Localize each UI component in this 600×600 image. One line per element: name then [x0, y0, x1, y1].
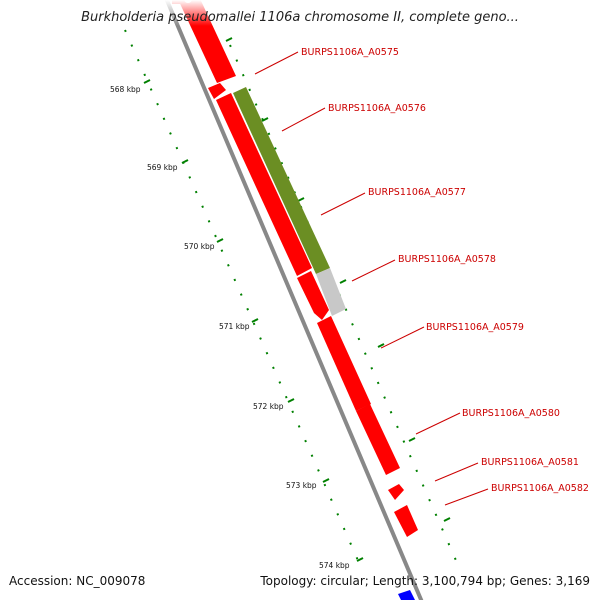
- highlighted-gene-feature: [233, 87, 330, 274]
- scale-label: 574 kbp: [319, 561, 350, 570]
- scale-label: 569 kbp: [147, 163, 178, 172]
- gene-feature: [394, 505, 418, 537]
- gene-label[interactable]: BURPS1106A_A0575: [301, 47, 399, 58]
- gray-feature: [316, 268, 346, 316]
- accession-label: Accession: NC_009078: [9, 574, 146, 588]
- sequence-summary: Topology: circular; Length: 3,100,794 bp…: [260, 574, 590, 588]
- top-fade: [0, 0, 600, 26]
- gene-label[interactable]: BURPS1106A_A0576: [328, 103, 426, 114]
- inner-scale-dots: [124, 29, 361, 566]
- gene-feature: [216, 93, 312, 276]
- scale-labels: 568 kbp 569 kbp 570 kbp 571 kbp 572 kbp …: [110, 85, 350, 570]
- scale-label: 571 kbp: [219, 322, 250, 331]
- gene-leaders: [254, 51, 489, 506]
- gene-label[interactable]: BURPS1106A_A0582: [491, 483, 589, 494]
- gene-label[interactable]: BURPS1106A_A0577: [368, 187, 466, 198]
- gene-label[interactable]: BURPS1106A_A0580: [462, 408, 560, 419]
- gene-label[interactable]: BURPS1106A_A0578: [398, 254, 496, 265]
- outer-major-ticks: [225, 37, 451, 522]
- chromosome-backbone: [164, 0, 424, 600]
- blue-feature: [398, 590, 415, 600]
- gene-feature: [317, 316, 371, 411]
- gene-feature: [356, 404, 400, 475]
- scale-label: 570 kbp: [184, 242, 215, 251]
- gene-feature: [208, 83, 226, 99]
- map-title: Burkholderia pseudomallei 1106a chromoso…: [81, 10, 519, 25]
- gene-label[interactable]: BURPS1106A_A0581: [481, 457, 579, 468]
- gene-feature: [297, 271, 329, 320]
- gene-labels: BURPS1106A_A0575 BURPS1106A_A0576 BURPS1…: [301, 47, 589, 494]
- gene-feature: [388, 484, 404, 500]
- scale-label: 573 kbp: [286, 481, 317, 490]
- cds-features: [178, 0, 418, 537]
- scale-label: 572 kbp: [253, 402, 284, 411]
- scale-label: 568 kbp: [110, 85, 141, 94]
- inner-major-ticks: [143, 79, 364, 562]
- gene-label[interactable]: BURPS1106A_A0579: [426, 322, 524, 333]
